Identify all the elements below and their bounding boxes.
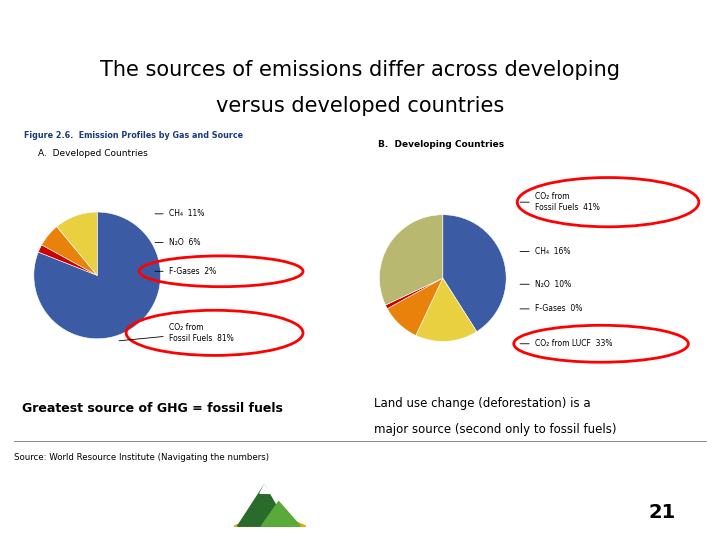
Wedge shape: [379, 215, 443, 305]
Text: CO₂ from
Fossil Fuels  81%: CO₂ from Fossil Fuels 81%: [119, 323, 233, 342]
Wedge shape: [387, 278, 443, 335]
Wedge shape: [416, 278, 477, 341]
Text: CO₂ from
Fossil Fuels  41%: CO₂ from Fossil Fuels 41%: [520, 192, 600, 212]
Text: CH₄  16%: CH₄ 16%: [520, 247, 570, 256]
Text: A.  Developed Countries: A. Developed Countries: [38, 148, 148, 158]
Text: CH₄  11%: CH₄ 11%: [155, 210, 204, 218]
Polygon shape: [234, 511, 306, 526]
Polygon shape: [260, 485, 270, 494]
Text: F-Gases  2%: F-Gases 2%: [155, 267, 216, 276]
Text: versus developed countries: versus developed countries: [216, 96, 504, 116]
Text: major source (second only to fossil fuels): major source (second only to fossil fuel…: [374, 423, 617, 436]
Text: 21: 21: [649, 503, 676, 522]
Wedge shape: [34, 212, 161, 339]
Wedge shape: [385, 278, 443, 309]
Polygon shape: [238, 485, 288, 526]
Text: REDD Training Course: REDD Training Course: [32, 501, 176, 514]
Text: Sources of emissions: Sources of emissions: [18, 18, 231, 36]
Text: Source: World Resource Institute (Navigating the numbers): Source: World Resource Institute (Naviga…: [14, 453, 269, 462]
Text: Greatest source of GHG = fossil fuels: Greatest source of GHG = fossil fuels: [22, 402, 282, 415]
Text: N₂O  10%: N₂O 10%: [520, 280, 571, 289]
Text: N₂O  6%: N₂O 6%: [155, 238, 200, 247]
Text: F-Gases  0%: F-Gases 0%: [520, 305, 582, 313]
Wedge shape: [57, 212, 97, 275]
Wedge shape: [38, 245, 97, 275]
Polygon shape: [261, 502, 300, 526]
Wedge shape: [42, 227, 97, 275]
Text: B.  Developing Countries: B. Developing Countries: [377, 140, 504, 150]
Wedge shape: [443, 215, 506, 332]
Text: Land use change (deforestation) is a: Land use change (deforestation) is a: [374, 397, 591, 410]
Text: Figure 2.6.  Emission Profiles by Gas and Source: Figure 2.6. Emission Profiles by Gas and…: [24, 131, 243, 140]
Text: CO₂ from LUCF  33%: CO₂ from LUCF 33%: [520, 339, 612, 348]
Text: The sources of emissions differ across developing: The sources of emissions differ across d…: [100, 60, 620, 80]
